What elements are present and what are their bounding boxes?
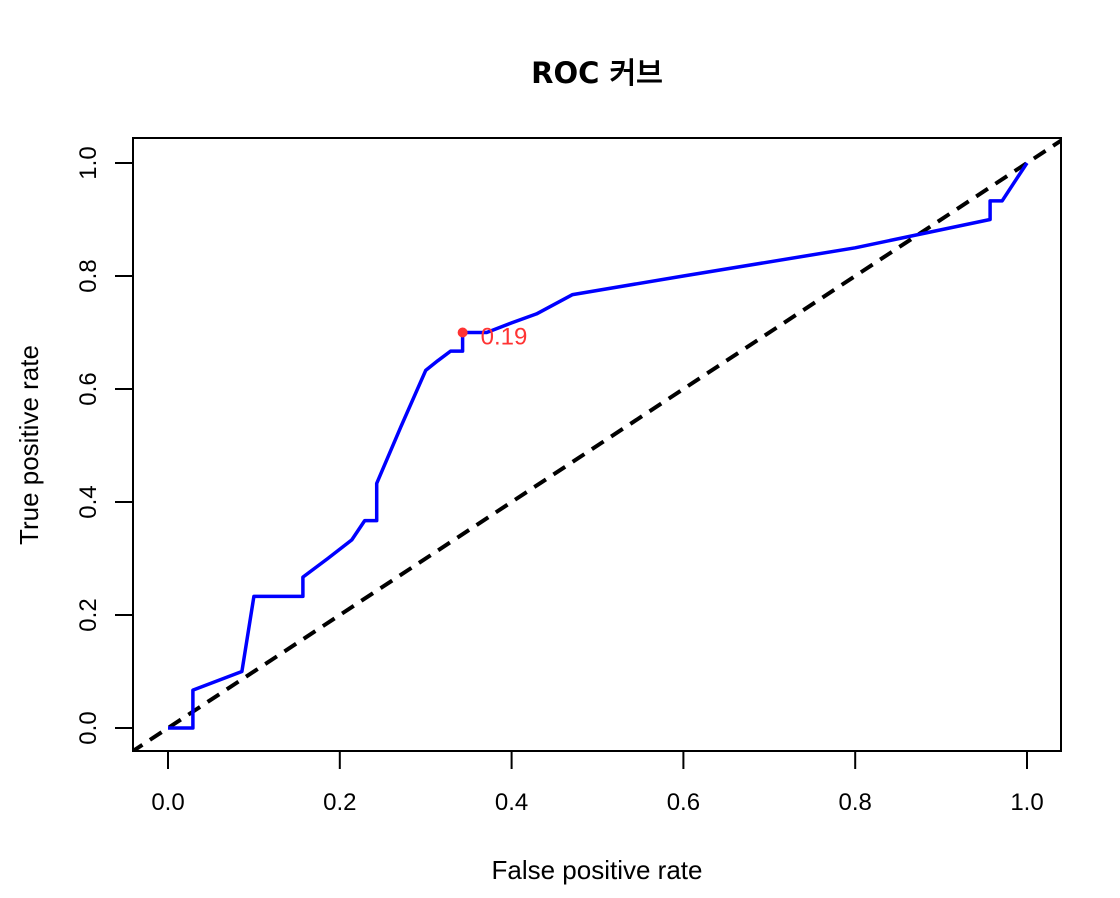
roc-curve-line bbox=[168, 162, 1029, 730]
x-tick-label: 0.4 bbox=[495, 789, 528, 816]
y-tick-label: 0.2 bbox=[75, 598, 102, 631]
x-tick-label: 1.0 bbox=[1010, 789, 1043, 816]
y-tick-label: 1.0 bbox=[75, 146, 102, 179]
y-tick-label: 0.0 bbox=[75, 711, 102, 744]
y-tick-label: 0.4 bbox=[75, 485, 102, 518]
chart-title: ROC 커브 bbox=[531, 56, 663, 90]
plot-frame bbox=[132, 137, 1062, 752]
y-tick-label: 0.6 bbox=[75, 372, 102, 405]
y-tick-label: 0.8 bbox=[75, 259, 102, 292]
threshold-label: 0.19 bbox=[481, 324, 528, 351]
x-tick-label: 0.8 bbox=[839, 789, 872, 816]
y-axis-label: True positive rate bbox=[14, 345, 44, 545]
x-tick-label: 0.2 bbox=[323, 789, 356, 816]
x-tick-label: 0.6 bbox=[667, 789, 700, 816]
chance-diagonal-line bbox=[133, 138, 1061, 751]
x-tick-label: 0.0 bbox=[151, 789, 184, 816]
y-axis: 0.0 0.2 0.4 0.6 0.8 1.0 bbox=[75, 146, 133, 745]
x-axis: 0.0 0.2 0.4 0.6 0.8 1.0 bbox=[151, 751, 1044, 816]
x-axis-label: False positive rate bbox=[492, 855, 703, 885]
threshold-point bbox=[457, 327, 468, 338]
plot-area bbox=[133, 138, 1061, 751]
